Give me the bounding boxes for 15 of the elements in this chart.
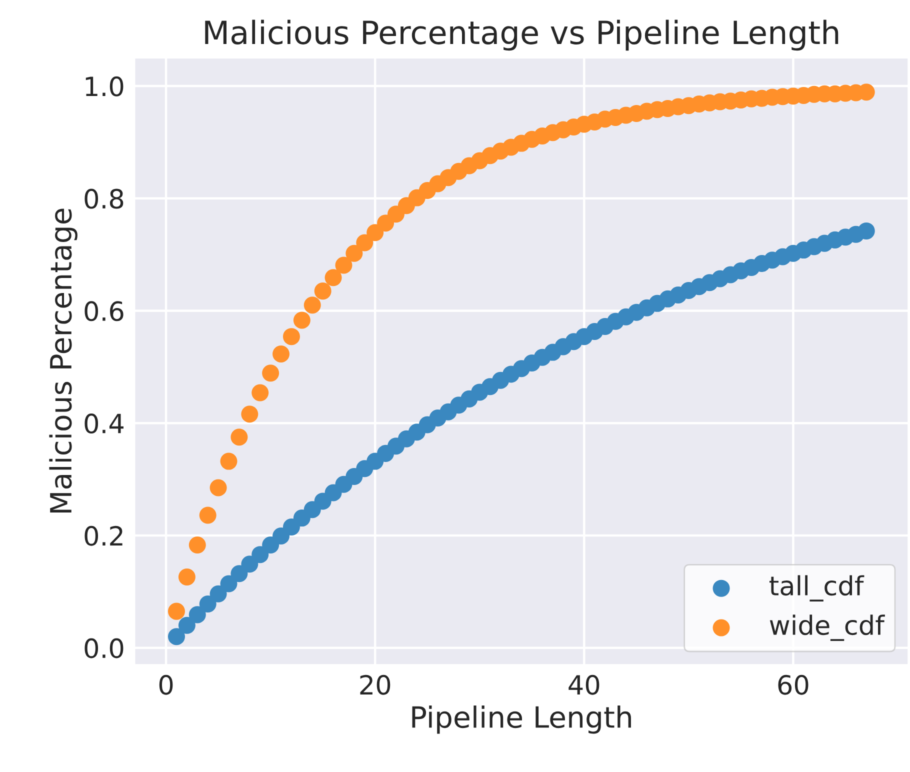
legend-label: tall_cdf xyxy=(769,575,864,602)
x-tick-label: 60 xyxy=(778,674,808,695)
x-axis-title: Pipeline Length xyxy=(412,706,631,734)
legend-label: wide_cdf xyxy=(770,614,885,641)
y-tick-label: 1.0 xyxy=(86,76,124,96)
y-axis-title: Malicious Percentage xyxy=(49,208,78,513)
y-tick-label: 0.4 xyxy=(84,414,124,434)
y-tick-label: 0.0 xyxy=(84,638,124,658)
x-tick-label: 0 xyxy=(159,674,173,695)
x-tick-label: 20 xyxy=(360,674,390,695)
x-tick-label: 40 xyxy=(568,674,600,695)
chart-title: Malicious Percentage vs Pipeline Length xyxy=(205,20,838,51)
y-tick-label: 0.8 xyxy=(84,188,124,209)
y-tick-label: 0.2 xyxy=(84,526,122,546)
y-tick-label: 0.6 xyxy=(84,301,124,322)
